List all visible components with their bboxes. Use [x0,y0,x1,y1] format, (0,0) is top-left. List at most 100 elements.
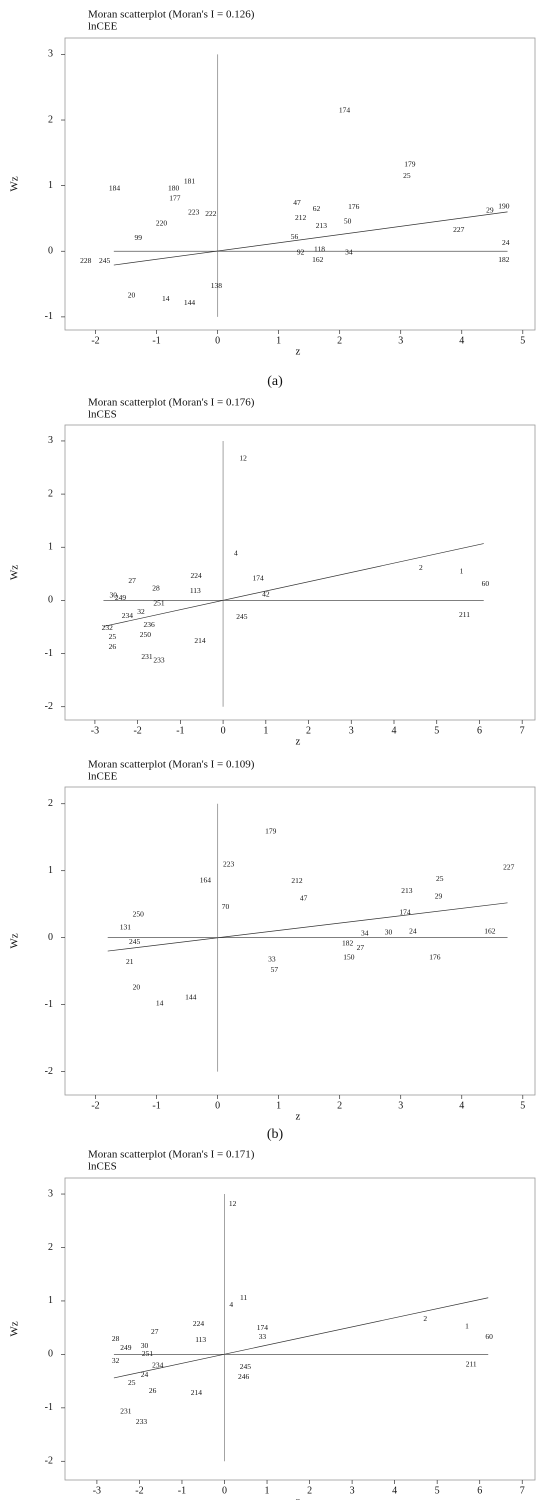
x-tick-label: 3 [398,335,403,346]
point-label: 24 [502,238,510,247]
y-axis-label: Wz [9,933,21,948]
point-label: 138 [211,281,223,290]
point-label: 212 [295,213,307,222]
point-label: 251 [142,1349,154,1358]
point-label: 144 [184,298,196,307]
x-axis-label: z [296,1496,301,1500]
point-label: 56 [291,232,299,241]
x-tick-label: 0 [221,725,226,736]
point-label: 246 [238,1372,250,1381]
y-tick-label: -1 [45,999,53,1010]
point-label: 30 [141,1341,149,1350]
point-label: 174 [339,106,351,115]
point-label: 42 [262,589,270,598]
plot-frame [64,1177,536,1481]
y-tick-label: 1 [48,1295,53,1306]
x-tick-label: 1 [276,1100,281,1111]
point-label: 14 [162,294,170,303]
x-tick-label: 3 [350,1485,355,1496]
x-tick-label: -1 [178,1485,186,1496]
x-axis-label: z [296,1111,301,1123]
point-label: 1 [460,566,464,575]
chart-subtitle: lnCES [88,1161,117,1173]
x-tick-label: 0 [215,335,220,346]
point-label: 60 [485,1332,493,1341]
point-label: 162 [484,926,496,935]
x-axis-label: z [296,736,301,748]
point-label: 99 [134,233,142,242]
y-tick-label: 2 [48,798,53,809]
point-label: 180 [168,184,180,193]
point-label: 62 [313,204,321,213]
point-label: 60 [482,579,490,588]
y-axis-label: Wz [9,176,21,191]
point-label: 245 [99,256,111,265]
point-label: 211 [466,1359,477,1368]
x-tick-label: -3 [91,725,99,736]
point-label: 181 [184,176,196,185]
point-label: 214 [191,1388,203,1397]
point-label: 224 [191,571,203,580]
point-label: 233 [136,1417,148,1426]
plot-frame [64,37,536,331]
point-label: 12 [229,1199,237,1208]
y-tick-label: 3 [48,1188,53,1199]
point-label: 118 [314,245,325,254]
chart-title: Moran scatterplot (Moran's I = 0.109) [88,759,255,771]
point-label: 28 [112,1334,120,1343]
point-label: 25 [109,632,117,641]
point-label: 27 [357,943,365,952]
point-label: 234 [152,1360,164,1369]
point-label: 14 [156,999,164,1008]
x-tick-label: 1 [276,335,281,346]
point-label: 231 [120,1406,132,1415]
point-label: 222 [205,209,217,218]
point-label: 25 [403,171,411,180]
fit-line [113,1297,489,1379]
point-label: 179 [265,827,277,836]
y-tick-label: 1 [48,180,53,191]
x-axis-label: z [296,346,301,358]
x-tick-label: 1 [263,725,268,736]
point-label: 211 [459,610,470,619]
y-tick-label: 3 [48,435,53,446]
x-tick-label: 0 [222,1485,227,1496]
point-label: 30 [385,928,393,937]
y-tick-label: -1 [45,311,53,322]
x-tick-label: 2 [306,725,311,736]
point-label: 223 [223,859,235,868]
point-label: 228 [80,256,92,265]
point-label: 33 [268,954,276,963]
y-tick-label: 2 [48,114,53,125]
y-tick-label: -2 [45,1066,53,1077]
point-label: 34 [361,928,369,937]
x-tick-label: 0 [215,1100,220,1111]
y-tick-label: 0 [48,932,53,943]
chart-title: Moran scatterplot (Moran's I = 0.176) [88,397,255,409]
point-label: 113 [195,1335,206,1344]
point-label: 150 [343,952,355,961]
fit-line [107,902,508,952]
chart-title: Moran scatterplot (Moran's I = 0.171) [88,1149,255,1161]
plot-frame [64,424,536,721]
point-label: 26 [109,642,117,651]
x-tick-label: 4 [392,1485,397,1496]
point-label: 2 [419,563,423,572]
point-label: 249 [115,593,127,602]
point-label: 25 [128,1378,136,1387]
y-tick-label: 0 [48,1349,53,1360]
x-tick-label: -2 [91,335,99,346]
point-label: 250 [133,910,145,919]
caption: (b) [267,1127,284,1142]
chart-title: Moran scatterplot (Moran's I = 0.126) [88,9,255,21]
chart-subtitle: lnCES [88,409,117,421]
point-label: 213 [316,221,328,230]
x-tick-label: 6 [477,725,482,736]
x-tick-label: 5 [434,725,439,736]
point-label: 144 [185,993,197,1002]
x-tick-label: 4 [392,725,397,736]
x-tick-label: 3 [398,1100,403,1111]
point-label: 29 [435,892,443,901]
point-label: 27 [128,576,136,585]
point-label: 21 [126,957,134,966]
